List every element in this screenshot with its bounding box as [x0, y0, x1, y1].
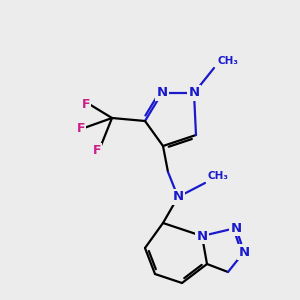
- Text: N: N: [156, 86, 168, 100]
- Text: F: F: [93, 143, 101, 157]
- Text: N: N: [196, 230, 208, 242]
- Text: CH₃: CH₃: [208, 171, 229, 181]
- Text: F: F: [77, 122, 85, 134]
- Text: N: N: [172, 190, 184, 203]
- Text: F: F: [82, 98, 90, 110]
- Text: N: N: [230, 221, 242, 235]
- Text: N: N: [188, 86, 200, 100]
- Text: CH₃: CH₃: [217, 56, 238, 66]
- Text: N: N: [238, 245, 250, 259]
